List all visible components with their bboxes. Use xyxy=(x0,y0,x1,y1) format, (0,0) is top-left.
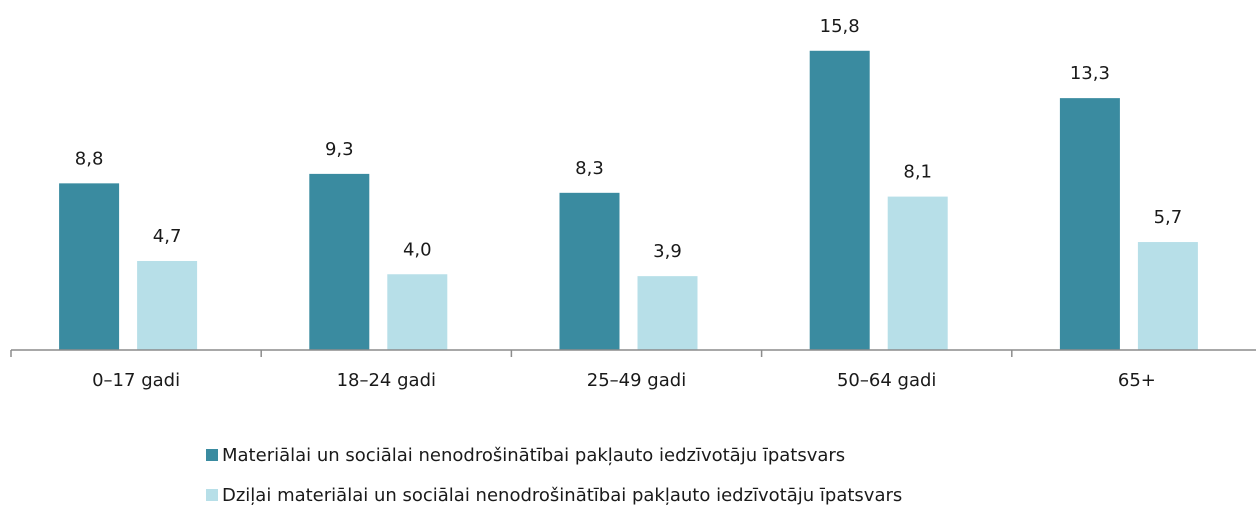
bar xyxy=(309,173,370,350)
value-label: 15,8 xyxy=(820,16,860,37)
bar xyxy=(559,192,620,350)
value-label: 13,3 xyxy=(1070,63,1110,84)
x-tick-label: 0–17 gadi xyxy=(92,370,180,391)
bar xyxy=(1059,98,1120,350)
x-tick-label: 65+ xyxy=(1118,370,1156,391)
value-label: 9,3 xyxy=(325,139,354,160)
value-label: 4,0 xyxy=(403,239,432,260)
bar xyxy=(1137,242,1198,350)
value-label: 4,7 xyxy=(153,226,182,247)
x-tick-label: 50–64 gadi xyxy=(837,370,936,391)
bar xyxy=(137,260,198,350)
value-label: 8,1 xyxy=(903,162,932,183)
legend-swatch xyxy=(206,489,218,501)
value-label: 8,3 xyxy=(575,158,604,179)
x-tick-label: 18–24 gadi xyxy=(337,370,436,391)
legend-label: Materiālai un sociālai nenodrošinātībai … xyxy=(222,445,845,466)
legend-swatch xyxy=(206,449,218,461)
bar xyxy=(387,274,448,350)
bar xyxy=(637,276,698,350)
bar xyxy=(59,183,120,350)
x-tick-label: 25–49 gadi xyxy=(587,370,686,391)
value-label: 8,8 xyxy=(75,148,104,169)
legend-label: Dziļai materiālai un sociālai nenodrošin… xyxy=(222,485,902,505)
bar xyxy=(809,50,870,350)
value-label: 5,7 xyxy=(1154,207,1183,228)
value-label: 3,9 xyxy=(653,241,682,262)
bar xyxy=(887,196,948,350)
